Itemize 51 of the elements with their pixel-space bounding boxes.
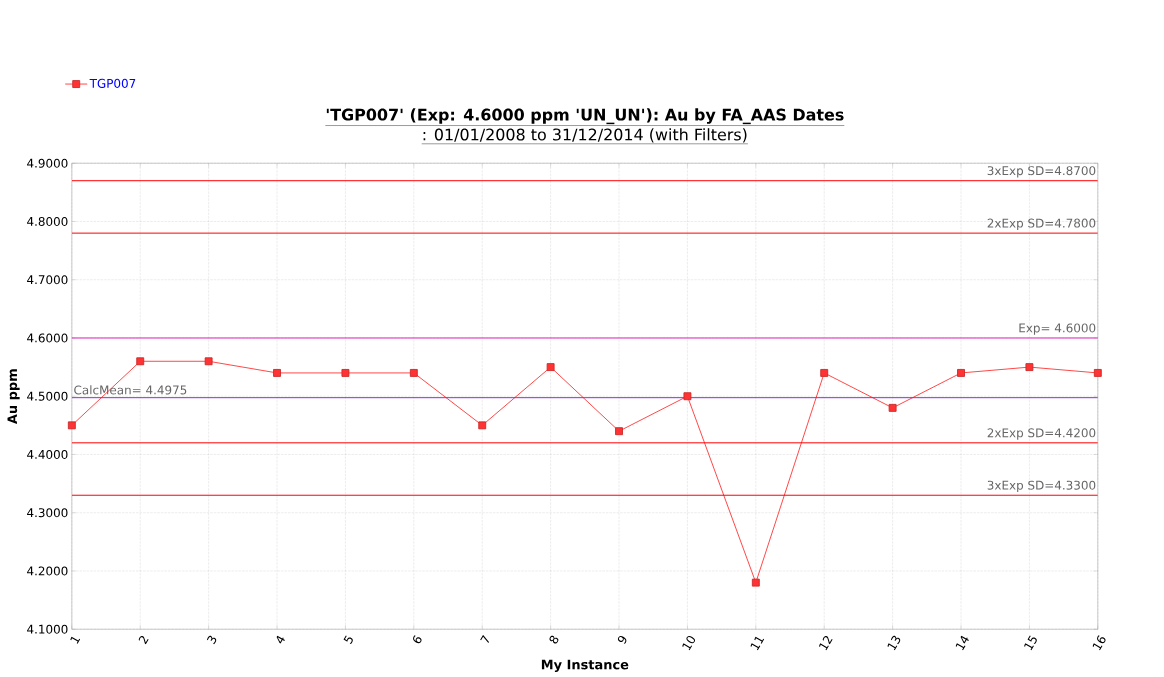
x-tick-label: 9 xyxy=(617,636,627,644)
x-tick-label: 2 xyxy=(138,636,149,645)
y-tick-label: 4.5000 xyxy=(27,391,68,401)
point xyxy=(67,421,76,430)
point xyxy=(273,368,281,377)
y-tick-label: 4.3000 xyxy=(27,508,68,518)
x-tick-label: 12 xyxy=(819,636,833,651)
point xyxy=(204,357,213,366)
point xyxy=(683,392,692,401)
point xyxy=(1093,368,1102,377)
x-tick-label: 16 xyxy=(1092,635,1106,651)
y-tick-label: 4.2000 xyxy=(27,566,68,576)
x-tick-label: 7 xyxy=(480,634,489,644)
legend-label: TGP007 xyxy=(89,78,136,88)
point xyxy=(615,427,623,436)
point xyxy=(341,368,350,377)
x-tick-label: 6 xyxy=(413,635,422,644)
x-tick-label: 1 xyxy=(70,636,81,644)
x-tick-label: 14 xyxy=(955,635,969,651)
ref-line-label: 3xExp SD=4.3300 xyxy=(987,480,1096,493)
x-axis-title: My Instance xyxy=(541,659,629,673)
ref-line-label: 2xExp SD=4.4200 xyxy=(987,428,1096,440)
y-tick-label: 4.1000 xyxy=(27,624,68,634)
y-tick-label: 4.9000 xyxy=(27,158,68,168)
x-tick-label: 3 xyxy=(207,635,217,645)
ref-line-label: Exp= 4.6000 xyxy=(1019,323,1096,335)
point xyxy=(478,421,487,430)
point xyxy=(820,368,829,377)
chart-subtitle: : 01/01/2008 to 31/12/2014 (with Filters) xyxy=(423,128,747,143)
x-tick-label: 5 xyxy=(343,635,353,645)
x-tick-label: 11 xyxy=(750,636,765,651)
y-tick-label: 4.8000 xyxy=(27,216,68,226)
x-tick-label: 4 xyxy=(276,635,285,644)
point xyxy=(957,368,965,377)
point xyxy=(1025,363,1034,372)
x-tick-label: 13 xyxy=(887,635,901,651)
ref-line-label: 2xExp SD=4.7800 xyxy=(987,218,1096,230)
point xyxy=(409,368,418,377)
point xyxy=(888,403,897,412)
chart-title: 'TGP007' (Exp: 4.6000 ppm 'UN_UN'): Au by FA_AAS Dates xyxy=(326,108,844,125)
y-tick-label: 4.6000 xyxy=(27,333,68,343)
x-tick-label: 8 xyxy=(549,635,559,644)
point xyxy=(751,578,760,587)
y-axis-title: Au ppm xyxy=(7,369,20,425)
ref-line-label: 3xExp SD=4.8700 xyxy=(987,166,1096,178)
y-tick-label: 4.4000 xyxy=(27,449,68,459)
x-tick-label: 15 xyxy=(1024,635,1037,651)
point xyxy=(136,357,145,366)
x-tick-label: 10 xyxy=(682,635,696,651)
y-tick-label: 4.7000 xyxy=(27,275,68,285)
point xyxy=(546,363,555,372)
